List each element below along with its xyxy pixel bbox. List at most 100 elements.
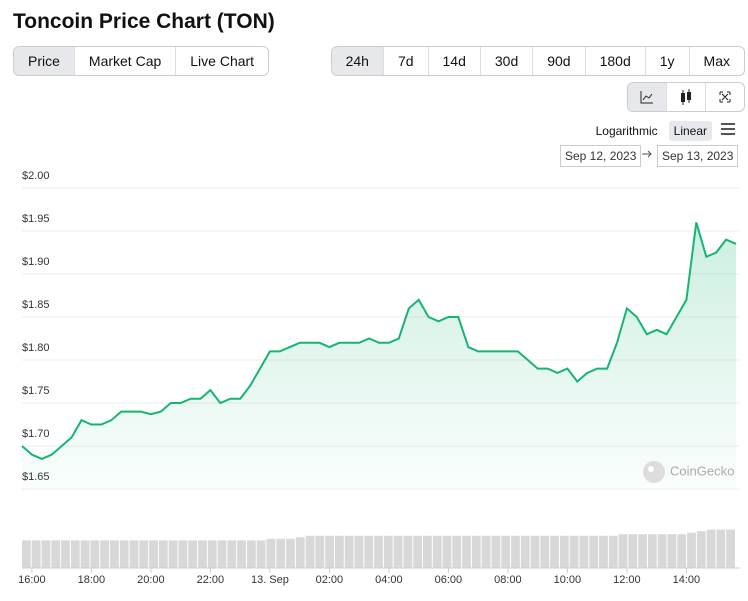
tab-button[interactable]: Live Chart (190, 53, 255, 69)
view-group (627, 82, 745, 112)
volume-bar (520, 535, 530, 568)
volume-bar (579, 535, 589, 568)
volume-bar (599, 535, 608, 568)
volume-bar (178, 540, 188, 568)
volume-bar (618, 534, 628, 568)
fullscreen-button[interactable] (706, 83, 744, 111)
volume-bar (70, 540, 80, 568)
date-from[interactable]: Sep 12, 2023 (560, 145, 642, 167)
range-button[interactable]: 24h (331, 47, 384, 75)
volume-bar (393, 535, 403, 568)
range-button[interactable]: Max (703, 53, 730, 69)
y-tick-label: $1.85 (22, 299, 50, 311)
volume-bar (110, 540, 119, 568)
volume-bar (628, 534, 638, 568)
volume-bar (540, 535, 550, 568)
price-line (21, 222, 737, 460)
volume-bar (501, 535, 511, 568)
volume-bar (716, 529, 726, 568)
range-group: 24h 7d 14d 30d 90d 180d 1y Max (330, 46, 745, 76)
volume-bar (550, 535, 559, 568)
x-tick-label: 22:00 (197, 574, 225, 586)
range-button[interactable]: 180d (586, 47, 646, 75)
volume-bar (657, 534, 667, 568)
volume-bar (237, 540, 246, 568)
volume-bar (207, 540, 217, 568)
range-button[interactable]: 1y (646, 47, 690, 75)
area-fill (22, 222, 736, 489)
y-tick-label: $1.95 (22, 213, 50, 225)
x-tick-label: 13. Sep (251, 574, 289, 586)
volume-bar (383, 535, 393, 568)
volume-bar (462, 535, 471, 568)
candle-view-button[interactable] (667, 83, 706, 111)
volume-bar (706, 529, 716, 568)
date-to[interactable]: Sep 13, 2023 (657, 145, 739, 167)
watermark-text: CoinGecko (670, 463, 734, 478)
volume-bar (696, 531, 706, 568)
volume-bar (334, 535, 344, 568)
icon (719, 91, 731, 103)
scale-option[interactable]: Linear (668, 121, 712, 141)
volume-bar (198, 540, 207, 568)
volume-bar (90, 540, 100, 568)
volume-bar (432, 535, 442, 568)
volume-bar (22, 540, 31, 568)
range-button[interactable]: 30d (481, 47, 534, 75)
volume-bar (687, 532, 696, 568)
x-tick-label: 02:00 (316, 574, 344, 586)
range-button[interactable]: 90d (533, 47, 586, 75)
range-button[interactable]: 7d (384, 47, 429, 75)
volume-bar (139, 540, 149, 568)
range-button[interactable]: 14d (429, 47, 481, 75)
volume-bar (41, 540, 51, 568)
volume-bar (354, 535, 364, 568)
line-view-button[interactable] (628, 83, 667, 111)
volume-bar (667, 534, 677, 568)
volume-bar (119, 540, 129, 568)
volume-bar (677, 534, 687, 568)
icon (640, 91, 653, 104)
tab-button[interactable]: Price (14, 47, 75, 75)
volume-bar (61, 540, 70, 568)
tab-group: Price Market Cap Live Chart (13, 46, 270, 76)
volume-bar (452, 535, 462, 568)
y-tick-label: $1.70 (22, 428, 50, 440)
volume-bar (149, 540, 158, 568)
x-tick-label: 14:00 (673, 574, 701, 586)
volume-bar (608, 535, 618, 568)
y-tick-label: $1.80 (22, 342, 50, 354)
volume-bar (158, 540, 168, 568)
volume-bar (315, 535, 325, 568)
volume-bar (569, 535, 579, 568)
volume-bar (559, 535, 569, 568)
volume-bar (344, 535, 354, 568)
volume-bar (31, 540, 41, 568)
volume-bar (129, 540, 139, 568)
x-tick-label: 08:00 (494, 574, 522, 586)
icon (681, 89, 691, 105)
x-tick-label: 16:00 (18, 574, 46, 586)
x-tick-label: 20:00 (137, 574, 165, 586)
y-tick-label: $2.00 (22, 170, 50, 182)
menu-icon[interactable] (720, 122, 736, 136)
volume-bar (726, 529, 735, 568)
volume-bar (276, 538, 286, 568)
tab-button[interactable]: Market Cap (75, 47, 177, 75)
x-tick-label: 10:00 (554, 574, 582, 586)
volume-bar (530, 535, 540, 568)
volume-bar (491, 535, 501, 568)
volume-bar (51, 540, 61, 568)
volume-bar (80, 540, 90, 568)
volume-bar (100, 540, 110, 568)
volume-bar (638, 534, 647, 568)
scale-toggle: Logarithmic Linear (591, 121, 712, 141)
volume-bar (364, 535, 374, 568)
scale-option[interactable]: Logarithmic (595, 124, 658, 138)
x-tick-label: 04:00 (375, 574, 403, 586)
volume-bar (471, 535, 481, 568)
volume-bar (227, 540, 237, 568)
y-tick-label: $1.75 (22, 385, 50, 397)
